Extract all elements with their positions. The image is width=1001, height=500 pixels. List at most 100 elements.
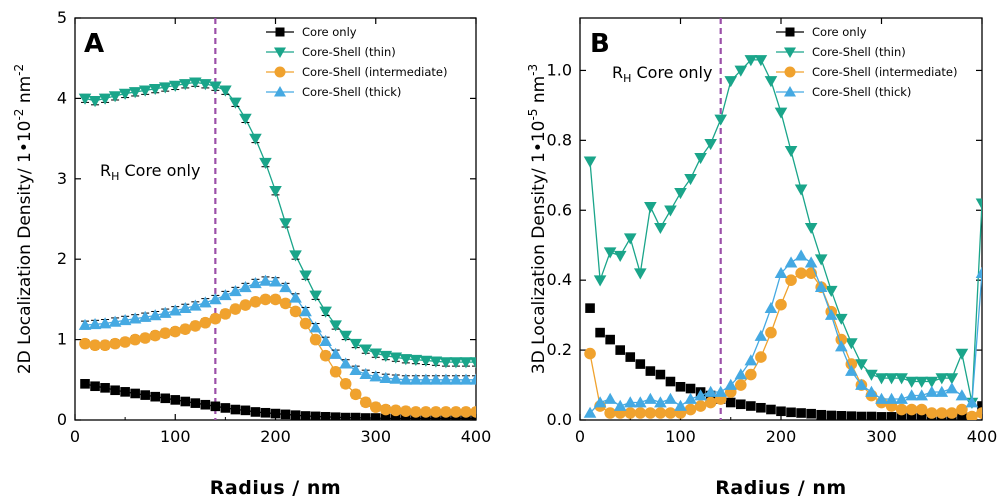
- y-title-unit: nm: [15, 76, 35, 109]
- data-point: [98, 317, 112, 329]
- legend: Core only Core-Shell (thin) Core-Shell (in…: [776, 25, 957, 99]
- data-point: [875, 373, 888, 385]
- data-point: [150, 391, 160, 402]
- data-point: [754, 55, 768, 67]
- data-point: [390, 404, 402, 417]
- data-point: [469, 373, 476, 385]
- data-point: [329, 347, 342, 359]
- data-point: [439, 373, 453, 385]
- data-point: [786, 407, 796, 418]
- data-point: [836, 411, 847, 420]
- rh-annotation: RH Core only: [100, 161, 200, 183]
- series-1: [80, 379, 476, 420]
- data-point: [299, 305, 312, 317]
- legend-marker: [274, 86, 286, 97]
- data-point: [219, 308, 232, 320]
- data-point: [168, 80, 182, 92]
- series-4: [78, 274, 476, 385]
- data-point: [704, 396, 717, 409]
- data-point: [249, 296, 262, 308]
- data-point: [409, 373, 423, 385]
- data-point: [915, 389, 928, 401]
- data-point: [765, 326, 777, 339]
- data-point: [158, 306, 172, 318]
- data-point: [684, 174, 697, 186]
- data-point: [78, 318, 92, 330]
- plot-area: [78, 77, 476, 420]
- data-point: [209, 312, 222, 325]
- data-point: [88, 96, 102, 108]
- rh-annotation-main: R: [100, 161, 111, 180]
- y-tick-label: 2: [57, 249, 67, 268]
- x-tick-label: 200: [766, 427, 797, 446]
- data-point: [370, 413, 381, 420]
- data-point: [229, 285, 242, 297]
- data-point: [736, 399, 746, 410]
- legend-label: Core-Shell (intermediate): [812, 65, 957, 79]
- data-point: [976, 407, 982, 419]
- data-point: [814, 254, 828, 266]
- data-point: [583, 406, 597, 418]
- data-point: [855, 378, 868, 390]
- x-tick-label: 200: [260, 427, 291, 446]
- data-point: [816, 409, 826, 420]
- x-tick-label: 400: [967, 427, 998, 446]
- data-point: [634, 407, 647, 419]
- data-point: [319, 306, 332, 318]
- data-point: [470, 406, 476, 418]
- data-point: [219, 289, 232, 301]
- y-tick-label: 0.6: [547, 200, 572, 219]
- data-point: [896, 412, 907, 420]
- data-point: [725, 397, 736, 408]
- legend-label: Core-Shell (thin): [302, 45, 396, 59]
- legend-marker: [785, 27, 795, 37]
- data-point: [209, 81, 222, 93]
- x-tick-label: 100: [665, 427, 696, 446]
- data-point: [615, 345, 625, 355]
- data-point: [391, 413, 401, 420]
- data-point: [239, 281, 252, 293]
- data-point: [279, 218, 292, 230]
- data-point: [905, 376, 918, 388]
- data-point: [459, 373, 473, 385]
- data-point: [108, 315, 122, 327]
- data-point: [249, 133, 262, 145]
- data-point: [685, 383, 696, 394]
- data-point: [118, 314, 132, 326]
- series-line: [589, 254, 982, 414]
- data-point: [189, 77, 202, 89]
- data-point: [380, 413, 391, 420]
- data-point: [635, 359, 646, 369]
- data-point: [429, 356, 443, 368]
- data-point: [794, 249, 808, 261]
- data-point: [419, 355, 433, 367]
- data-point: [319, 334, 332, 347]
- legend-label: Core-Shell (thick): [812, 85, 911, 99]
- data-point: [169, 325, 182, 338]
- series-line: [84, 383, 476, 420]
- data-point: [664, 407, 677, 419]
- data-point: [199, 316, 212, 329]
- data-point: [430, 406, 442, 418]
- data-point: [935, 373, 949, 385]
- data-point: [644, 407, 657, 419]
- data-point: [289, 305, 302, 318]
- series-3: [79, 293, 476, 418]
- data-point: [410, 406, 422, 418]
- data-point: [846, 411, 857, 420]
- data-point: [603, 392, 617, 404]
- data-point: [935, 385, 949, 397]
- data-point: [865, 369, 878, 381]
- data-point: [469, 357, 476, 369]
- data-point: [129, 333, 141, 346]
- x-axis-title: Radius / nm: [210, 477, 341, 499]
- data-point: [694, 400, 707, 412]
- data-point: [330, 412, 341, 420]
- data-point: [644, 201, 657, 214]
- data-point: [694, 389, 707, 401]
- data-point: [975, 266, 982, 278]
- data-point: [399, 373, 413, 385]
- data-point: [209, 293, 222, 305]
- x-tick-label: 100: [160, 427, 191, 446]
- data-point: [625, 352, 636, 362]
